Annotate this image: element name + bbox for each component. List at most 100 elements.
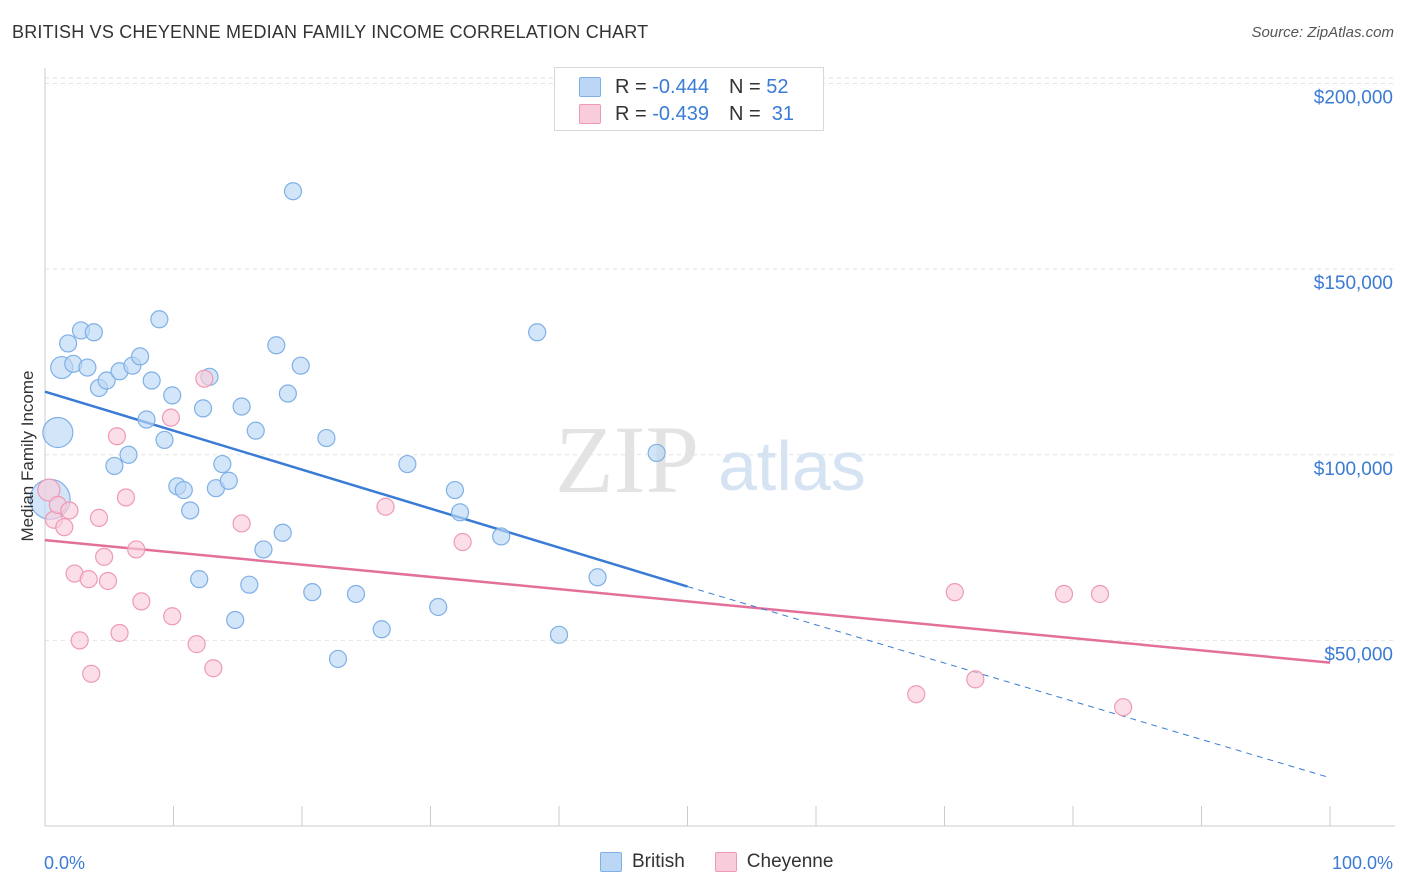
british-point [181, 501, 200, 520]
cheyenne-point [110, 623, 129, 643]
cheyenne-swatch [579, 104, 601, 124]
cheyenne-point [1054, 584, 1074, 604]
british-point [155, 430, 174, 450]
cheyenne-point [161, 408, 181, 427]
british-n-value: 52 [766, 75, 789, 98]
cheyenne-point [1114, 698, 1133, 717]
cheyenne-point [132, 592, 151, 611]
x-tick-label-max: 100.0% [1332, 853, 1393, 873]
cheyenne-point [1090, 584, 1110, 604]
british-point [78, 358, 97, 377]
british-point [150, 310, 169, 329]
british-r-value: -0.444 [652, 75, 709, 98]
british-point [445, 480, 465, 500]
british-point [219, 471, 238, 490]
british-point [278, 384, 297, 403]
british-point [226, 610, 245, 630]
grid-lines [45, 77, 1395, 641]
british-point [213, 454, 232, 474]
y-tick-label: $50,000 [1324, 644, 1393, 665]
british-swatch [579, 77, 601, 97]
legend-british-swatch [600, 852, 622, 872]
cheyenne-point [107, 427, 127, 446]
stats-row-british: R = -0.444 N = 52 [579, 74, 788, 100]
cheyenne-point [55, 518, 74, 537]
british-point [190, 570, 209, 589]
cheyenne-point [195, 369, 214, 388]
british-point [193, 399, 213, 418]
cheyenne-point [907, 685, 926, 704]
cheyenne-point [945, 583, 964, 602]
cheyenne-point [82, 664, 101, 683]
british-point [105, 456, 124, 476]
watermark-zip: ZIP [555, 406, 699, 513]
cheyenne-point [70, 631, 89, 650]
british-point [42, 416, 74, 449]
british-point [97, 371, 116, 390]
british-point [119, 445, 138, 464]
data-points [29, 182, 1133, 717]
british-point [588, 568, 607, 587]
cheyenne-r-value: -0.439 [652, 102, 709, 125]
tick-labels: $50,000 $100,000 $150,000 $200,000 0.0% 100.0… [44, 88, 1393, 873]
british-point [398, 454, 417, 474]
cheyenne-point [127, 540, 146, 559]
stats-legend: R = -0.444 N = 52 R = -0.439 N = 31 [554, 67, 824, 131]
cheyenne-n-value: 31 [771, 102, 795, 125]
legend-cheyenne-label: Cheyenne [746, 851, 834, 872]
cheyenne-point [60, 501, 79, 520]
y-tick-label: $150,000 [1314, 273, 1393, 294]
source-label: Source: ZipAtlas.com [1251, 24, 1394, 41]
chart-title: BRITISH VS CHEYENNE MEDIAN FAMILY INCOME… [12, 22, 649, 42]
british-point [163, 386, 182, 405]
british-trend-extension [687, 586, 1331, 779]
cheyenne-point [95, 547, 114, 566]
british-point [137, 410, 156, 429]
x-tick-label-min: 0.0% [44, 853, 85, 873]
british-point [240, 575, 259, 594]
british-point [492, 527, 511, 546]
british-point [647, 443, 666, 463]
british-point [84, 323, 103, 342]
british-point [346, 584, 366, 604]
watermark-atlas: atlas [718, 427, 866, 505]
y-tick-label: $200,000 [1314, 88, 1393, 109]
axes [44, 68, 1395, 827]
british-point [254, 540, 273, 559]
british-point [232, 397, 251, 416]
cheyenne-point [163, 607, 182, 626]
bottom-legend: British Cheyenne [600, 851, 863, 873]
cheyenne-point [453, 532, 472, 552]
british-point [317, 428, 336, 448]
british-point [130, 347, 150, 366]
cheyenne-point [116, 488, 136, 507]
cheyenne-point [204, 659, 223, 678]
british-point [246, 421, 265, 440]
british-point [59, 334, 78, 353]
cheyenne-point [89, 508, 109, 527]
cheyenne-point [79, 570, 98, 589]
british-point [142, 371, 161, 390]
legend-item-british[interactable]: British [600, 851, 685, 873]
british-point [450, 503, 470, 522]
cheyenne-trend-line [44, 538, 1331, 664]
cheyenne-point [966, 670, 985, 689]
british-n-label: N = [728, 75, 761, 98]
british-point [549, 625, 569, 644]
british-point [267, 336, 286, 355]
legend-item-cheyenne[interactable]: Cheyenne [714, 851, 834, 873]
british-point [291, 356, 310, 375]
cheyenne-point [37, 478, 61, 502]
british-point [429, 597, 448, 617]
british-point [303, 583, 322, 602]
british-point [174, 480, 193, 500]
cheyenne-point [232, 514, 251, 533]
british-point [273, 523, 292, 542]
legend-cheyenne-swatch [714, 852, 737, 872]
british-point [328, 649, 348, 669]
cheyenne-r-label: R = [615, 102, 647, 125]
y-axis-label: Median Family Income [18, 370, 37, 541]
legend-british-label: British [632, 851, 685, 872]
cheyenne-point [376, 497, 395, 516]
stats-row-cheyenne: R = -0.439 N = 31 [579, 101, 794, 127]
